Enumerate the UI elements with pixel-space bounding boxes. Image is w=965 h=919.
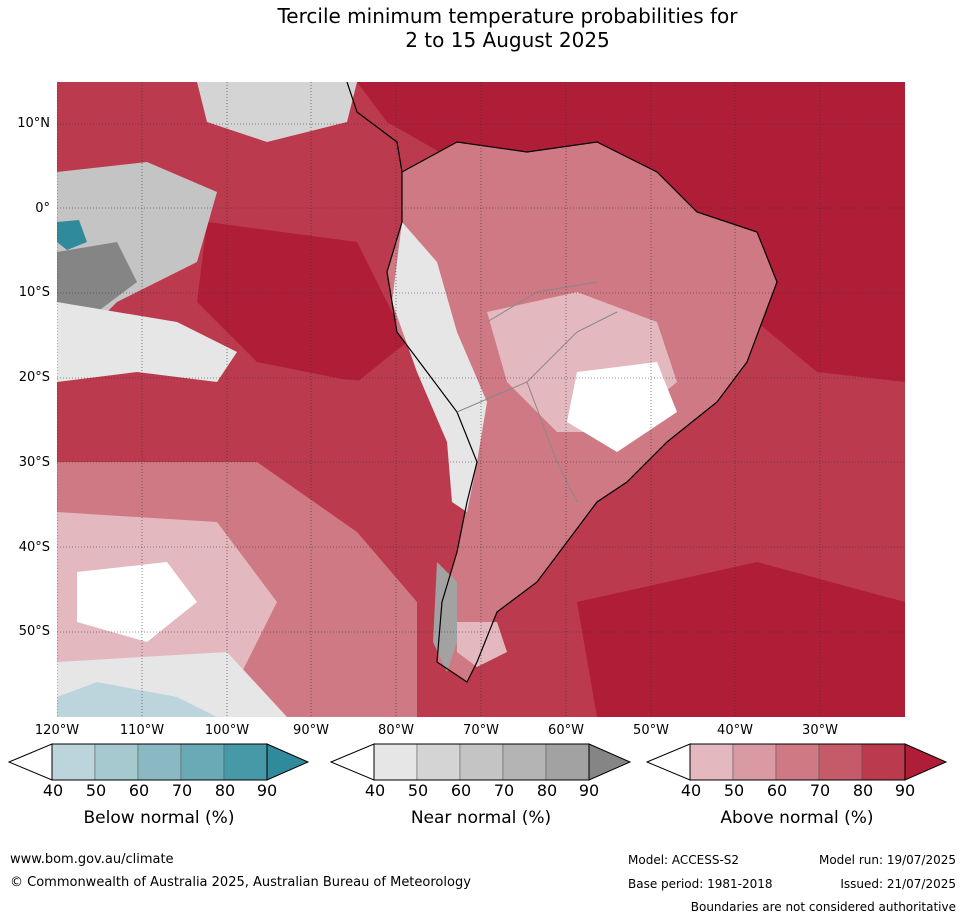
colorbar-below-svg [7,743,310,781]
model-name: Model: ACCESS-S2 [628,853,740,867]
lat-label: 10°N [17,116,50,131]
colorbar-tick: 60 [766,781,788,800]
colorbar-tick: 50 [407,781,429,800]
lat-label: 40°S [18,540,50,555]
lon-label: 100°W [204,723,250,738]
colorbar-swatch [775,743,820,781]
colorbar-swatch [94,743,139,781]
below-90-spot [57,220,87,250]
colorbar-swatch [223,743,268,781]
colorbar-swatch [502,743,547,781]
colorbar-low-arrow [7,743,53,781]
model-run-date: Model run: 19/07/2025 [818,853,956,867]
map-canvas [57,82,905,717]
colorbar-tick: 60 [450,781,472,800]
near-normal-north-edge [197,82,357,142]
lon-label: 110°W [119,723,165,738]
colorbar-swatch [137,743,182,781]
map-title: Tercile minimum temperature probabilitie… [0,4,965,52]
colorbar-high-arrow [588,743,632,781]
lon-label: 80°W [378,723,414,738]
lon-label: 30°W [802,723,838,738]
colorbar-above-normal [645,743,948,785]
colorbar-near-normal [329,743,632,785]
colorbar-tick: 70 [171,781,193,800]
lat-label: 30°S [18,455,50,470]
near-90-north-pacific [57,242,137,312]
boundary-disclaimer: Boundaries are not considered authoritat… [690,900,956,914]
lon-label: 70°W [463,723,499,738]
issued-date: Issued: 21/07/2025 [840,877,956,891]
colorbar-tick: 90 [578,781,600,800]
colorbar-tick: 70 [809,781,831,800]
colorbar-title: Above normal (%) [720,808,874,828]
coastline [386,141,778,683]
lon-label: 50°W [633,723,669,738]
lat-label: 20°S [18,370,50,385]
colorbar-near-svg [329,743,632,781]
colorbar-tick: 80 [214,781,236,800]
colorbar-tick: 80 [536,781,558,800]
colorbar-tick: 50 [723,781,745,800]
colorbar-title: Near normal (%) [410,808,552,828]
lat-label: 0° [35,201,50,216]
land-no-signal [567,362,677,452]
central-america-coast [346,82,403,173]
andes-near-normal [392,222,487,512]
colorbar-title: Below normal (%) [83,808,235,828]
colorbar-tick: 60 [128,781,150,800]
colorbar-swatch [818,743,863,781]
lat-label: 10°S [18,285,50,300]
above-90-east-pacific [197,222,407,382]
colorbar-tick: 40 [680,781,702,800]
lon-label: 60°W [548,723,584,738]
colorbar-tick: 70 [493,781,515,800]
website-link[interactable]: www.bom.gov.au/climate [10,852,174,867]
probability-map [57,82,905,717]
lat-label: 50°S [18,624,50,639]
no-signal-south-pacific [77,562,197,642]
near-normal-west-band [57,302,237,382]
lon-label: 40°W [717,723,753,738]
colorbar-low-arrow [329,743,375,781]
colorbar-swatch [459,743,504,781]
title-line-2: 2 to 15 August 2025 [405,28,610,52]
colorbar-above-svg [645,743,948,781]
colorbar-swatch [51,743,96,781]
colorbar-swatch [861,743,906,781]
above-90-south-atlantic [577,562,905,717]
colorbar-low-arrow [645,743,691,781]
colorbar-swatch [180,743,225,781]
colorbar-tick: 50 [85,781,107,800]
patagonia-above-40 [457,622,507,667]
lon-label: 90°W [293,723,329,738]
colorbar-tick: 40 [42,781,64,800]
colorbar-below-normal [7,743,310,785]
lon-label: 120°W [34,723,80,738]
colorbar-tick: 90 [894,781,916,800]
colorbar-swatch [416,743,461,781]
colorbar-high-arrow [266,743,310,781]
colorbar-swatch [373,743,418,781]
base-period: Base period: 1981-2018 [628,877,773,891]
colorbar-swatch [689,743,734,781]
colorbar-high-arrow [904,743,948,781]
title-line-1: Tercile minimum temperature probabilitie… [277,4,738,28]
colorbar-swatch [545,743,590,781]
colorbar-tick: 80 [852,781,874,800]
country-borders [456,281,618,503]
copyright-notice: © Commonwealth of Australia 2025, Austra… [10,875,471,890]
colorbar-tick: 40 [364,781,386,800]
graticule [57,82,905,717]
below-normal-south [57,682,217,717]
colorbar-swatch [732,743,777,781]
colorbar-tick: 90 [256,781,278,800]
